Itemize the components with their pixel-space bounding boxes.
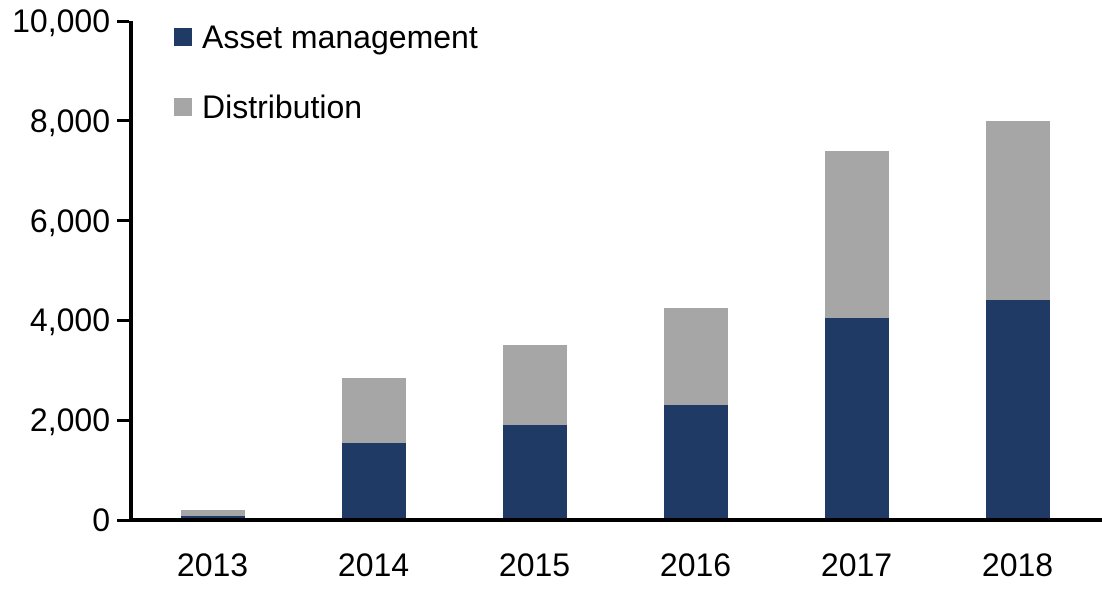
y-tick-label: 8,000 xyxy=(29,102,110,139)
y-tick-label: 4,000 xyxy=(29,302,110,339)
x-axis-label-2016: 2016 xyxy=(659,547,732,583)
bar-2014-distribution xyxy=(341,377,406,443)
x-axis-label-2015: 2015 xyxy=(498,547,571,583)
y-tick-label: 6,000 xyxy=(29,202,110,239)
y-tick xyxy=(117,119,129,123)
y-tick-label: 10,000 xyxy=(12,3,110,39)
y-tick xyxy=(117,418,129,422)
bar-2013-distribution xyxy=(180,509,245,516)
legend-swatch-distribution xyxy=(174,98,192,116)
bar-2018-asset-management xyxy=(985,300,1050,520)
legend-label-asset-management: Asset management xyxy=(202,19,478,55)
x-axis-label-2018: 2018 xyxy=(981,547,1054,583)
bar-2014-asset-management xyxy=(341,442,406,520)
legend-swatch-asset-management xyxy=(174,28,192,46)
legend-label-distribution: Distribution xyxy=(202,89,363,125)
bar-2016-distribution xyxy=(663,307,728,406)
y-tick xyxy=(117,318,129,322)
y-tick xyxy=(117,518,129,522)
x-axis-line xyxy=(129,518,1102,522)
x-axis-label-2017: 2017 xyxy=(820,547,893,583)
bar-2015-asset-management xyxy=(502,425,567,520)
y-tick-label: 0 xyxy=(92,502,110,538)
y-tick-label: 2,000 xyxy=(29,402,110,439)
y-tick xyxy=(117,19,129,23)
bar-2017-asset-management xyxy=(824,317,889,520)
bar-2017-distribution xyxy=(824,150,889,318)
x-axis-label-2014: 2014 xyxy=(337,547,410,583)
bar-2015-distribution xyxy=(502,345,567,426)
bar-2016-asset-management xyxy=(663,405,728,520)
y-axis-line xyxy=(129,21,133,522)
x-axis-label-2013: 2013 xyxy=(176,547,249,583)
y-tick xyxy=(117,219,129,223)
bar-2018-distribution xyxy=(985,120,1050,301)
